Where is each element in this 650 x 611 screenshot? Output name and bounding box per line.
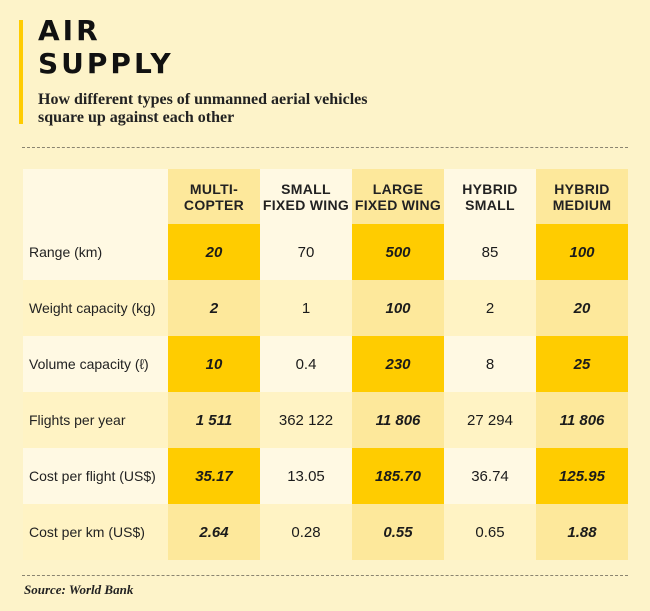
table-cell: 185.70 <box>352 448 444 504</box>
row-label: Cost per km (US$) <box>23 504 168 560</box>
table-cell: 0.28 <box>260 504 352 560</box>
table-cell: 20 <box>168 224 260 280</box>
table-cell-text: 35.17 <box>195 467 233 485</box>
table-cell: 10 <box>168 336 260 392</box>
title-line-2: SUPPLY <box>38 47 174 80</box>
table-cell-text: 70 <box>297 243 315 261</box>
table-cell-text: 0.55 <box>383 523 413 541</box>
table-cell-text: 1 511 <box>195 411 233 429</box>
accent-bar <box>19 20 23 124</box>
table-cell-text: 2.64 <box>199 523 229 541</box>
header-corner <box>23 169 168 224</box>
table-cell-text: 125.95 <box>559 467 605 485</box>
row-label-text: Range (km) <box>29 244 103 260</box>
table-cell-text: 36.74 <box>471 467 509 485</box>
table-cell: 13.05 <box>260 448 352 504</box>
table-cell-text: 11 806 <box>375 411 421 429</box>
column-header-text: SMALL FIXED WING <box>262 180 350 213</box>
table-cell: 11 806 <box>352 392 444 448</box>
table-cell-text: 1.88 <box>567 523 597 541</box>
row-label-text: Volume capacity (ℓ) <box>29 356 149 372</box>
table-cell-text: 1 <box>301 299 311 317</box>
row-label: Volume capacity (ℓ) <box>23 336 168 392</box>
table-cell: 35.17 <box>168 448 260 504</box>
table-cell: 100 <box>352 280 444 336</box>
table-cell: 11 806 <box>536 392 628 448</box>
title-line-1: AIR <box>38 14 101 47</box>
table-cell-text: 25 <box>573 355 591 373</box>
top-divider <box>22 147 628 148</box>
column-header: HYBRID MEDIUM <box>536 169 628 224</box>
column-header: HYBRID SMALL <box>444 169 536 224</box>
column-header: SMALL FIXED WING <box>260 169 352 224</box>
column-header-text: LARGE FIXED WING <box>354 180 442 213</box>
table-cell: 2 <box>168 280 260 336</box>
table-cell-text: 27 294 <box>467 411 513 429</box>
table-cell: 85 <box>444 224 536 280</box>
table-cell-text: 13.05 <box>287 467 325 485</box>
table-cell-text: 185.70 <box>375 467 421 485</box>
table-cell: 2 <box>444 280 536 336</box>
table-cell: 230 <box>352 336 444 392</box>
table-cell: 0.55 <box>352 504 444 560</box>
table-cell-text: 500 <box>385 243 411 261</box>
table-cell: 362 122 <box>260 392 352 448</box>
column-header-text: HYBRID SMALL <box>462 180 518 213</box>
table-cell-text: 85 <box>481 243 499 261</box>
table-cell-text: 2 <box>209 299 219 317</box>
table-cell-text: 362 122 <box>278 411 334 429</box>
table-cell: 27 294 <box>444 392 536 448</box>
table-cell: 1.88 <box>536 504 628 560</box>
table-cell: 1 511 <box>168 392 260 448</box>
page-title: AIR SUPPLY <box>38 14 174 80</box>
table-cell-text: 2 <box>485 299 495 317</box>
row-label-text: Cost per km (US$) <box>29 524 145 540</box>
table-cell-text: 20 <box>573 299 591 317</box>
comparison-table: MULTI- COPTER SMALL FIXED WING LARGE FIXED… <box>23 169 629 560</box>
table-cell: 70 <box>260 224 352 280</box>
row-label: Cost per flight (US$) <box>23 448 168 504</box>
table-cell: 2.64 <box>168 504 260 560</box>
table-cell: 25 <box>536 336 628 392</box>
table-cell-text: 8 <box>485 355 495 373</box>
row-label-text: Weight capacity (kg) <box>29 300 156 316</box>
table-cell: 100 <box>536 224 628 280</box>
table-cell-text: 10 <box>205 355 223 373</box>
row-label-text: Flights per year <box>29 412 126 428</box>
table-cell-text: 0.4 <box>295 355 317 373</box>
table-cell-text: 20 <box>205 243 223 261</box>
table-cell: 500 <box>352 224 444 280</box>
table-cell: 0.4 <box>260 336 352 392</box>
column-header-text: MULTI- COPTER <box>183 180 245 213</box>
row-label: Weight capacity (kg) <box>23 280 168 336</box>
table-cell: 0.65 <box>444 504 536 560</box>
table-cell-text: 230 <box>385 355 411 373</box>
table-cell: 8 <box>444 336 536 392</box>
table-cell-text: 11 806 <box>559 411 605 429</box>
table-cell-text: 100 <box>385 299 411 317</box>
table-cell-text: 100 <box>569 243 595 261</box>
bottom-divider <box>22 575 628 576</box>
subtitle: How different types of unmanned aerial v… <box>38 91 368 126</box>
row-label: Flights per year <box>23 392 168 448</box>
table-cell: 20 <box>536 280 628 336</box>
row-label: Range (km) <box>23 224 168 280</box>
source-note: Source: World Bank <box>24 582 134 597</box>
table-cell: 36.74 <box>444 448 536 504</box>
table-cell-text: 0.28 <box>291 523 321 541</box>
column-header: LARGE FIXED WING <box>352 169 444 224</box>
column-header: MULTI- COPTER <box>168 169 260 224</box>
column-header-text: HYBRID MEDIUM <box>552 180 612 213</box>
table-cell: 125.95 <box>536 448 628 504</box>
table-cell-text: 0.65 <box>475 523 505 541</box>
table-cell: 1 <box>260 280 352 336</box>
row-label-text: Cost per flight (US$) <box>29 468 156 484</box>
